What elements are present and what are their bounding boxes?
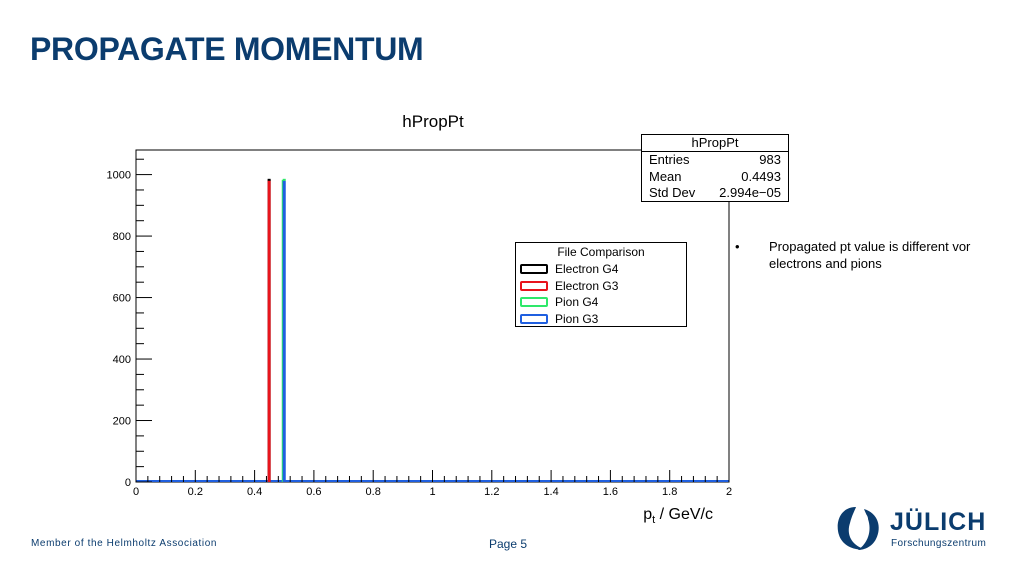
logo-subtitle: Forschungszentrum: [891, 538, 987, 549]
y-tick-label: 800: [113, 231, 131, 243]
bullet-item: • Propagated pt value is different vor e…: [735, 238, 1015, 272]
bullet-list: • Propagated pt value is different vor e…: [735, 238, 1015, 272]
legend-entry-electron-g3: Electron G3: [516, 278, 686, 295]
legend-swatch: [520, 313, 548, 324]
y-tick-label: 600: [113, 293, 131, 305]
y-tick-label: 0: [125, 477, 131, 489]
legend-swatch: [520, 280, 548, 291]
bullet-text: Propagated pt value is different vor ele…: [769, 239, 971, 271]
logo-wordmark: JÜLICH: [890, 508, 987, 536]
legend-entry-pion-g4: Pion G4: [516, 294, 686, 311]
juelich-logo-icon: [837, 507, 879, 550]
x-tick-label: 0.4: [247, 486, 262, 498]
x-tick-label: 0.8: [366, 486, 381, 498]
footer-association: Member of the Helmholtz Association: [31, 538, 218, 549]
histogram-spike-pion-g3: [282, 180, 286, 483]
legend-title: File Comparison: [557, 245, 645, 259]
page-number: Page 5: [489, 537, 528, 551]
y-tick-label: 1000: [107, 170, 131, 182]
x-tick-label: 1.4: [543, 486, 558, 498]
legend-label: Pion G4: [555, 295, 599, 310]
histogram-spike-electron-g3: [267, 179, 271, 482]
legend-label: Electron G3: [555, 278, 619, 293]
x-tick-label: 1.6: [603, 486, 618, 498]
stats-row-mean: Mean 0.4493: [642, 169, 788, 186]
stats-row-entries: Entries 983: [642, 152, 788, 169]
legend-swatch: [520, 297, 548, 308]
x-tick-label: 0.2: [188, 486, 203, 498]
chart-title: hPropPt: [402, 112, 464, 131]
y-tick-label: 400: [113, 354, 131, 366]
legend-entry-electron-g4: Electron G4: [516, 261, 686, 278]
stats-label: Mean: [649, 168, 682, 184]
x-tick-label: 2: [726, 486, 732, 498]
stats-title: hPropPt: [642, 135, 788, 152]
histogram-cap-electron-g4: [267, 178, 271, 181]
legend-swatch: [520, 264, 548, 275]
y-tick-label: 200: [113, 416, 131, 428]
stats-label: Std Dev: [649, 185, 696, 200]
x-tick-label: 1.8: [662, 486, 677, 498]
stats-row-stddev: Std Dev 2.994e−05: [642, 185, 788, 202]
stats-label: Entries: [649, 152, 690, 167]
juelich-logo: JÜLICH Forschungszentrum: [834, 505, 999, 553]
legend-label: Pion G3: [555, 311, 599, 326]
stats-value: 983: [759, 152, 781, 167]
stats-value: 0.4493: [741, 168, 781, 184]
histogram-cap-pion-g4: [282, 178, 286, 181]
x-axis-label: pt / GeV/c: [643, 506, 713, 526]
x-tick-label: 1.2: [484, 486, 499, 498]
legend-box: File Comparison Electron G4 Electron G3 …: [515, 242, 687, 327]
x-tick-label: 0.6: [306, 486, 321, 498]
x-tick-label: 1: [429, 486, 435, 498]
x-tick-label: 0: [133, 486, 139, 498]
legend-entry-pion-g3: Pion G3: [516, 311, 686, 328]
stats-box: hPropPt Entries 983 Mean 0.4493 Std Dev …: [641, 134, 789, 202]
slide-title: PROPAGATE MOMENTUM: [30, 31, 424, 67]
legend-label: Electron G4: [555, 262, 619, 277]
bullet-dot-icon: •: [735, 239, 740, 254]
stats-value: 2.994e−05: [719, 185, 781, 200]
